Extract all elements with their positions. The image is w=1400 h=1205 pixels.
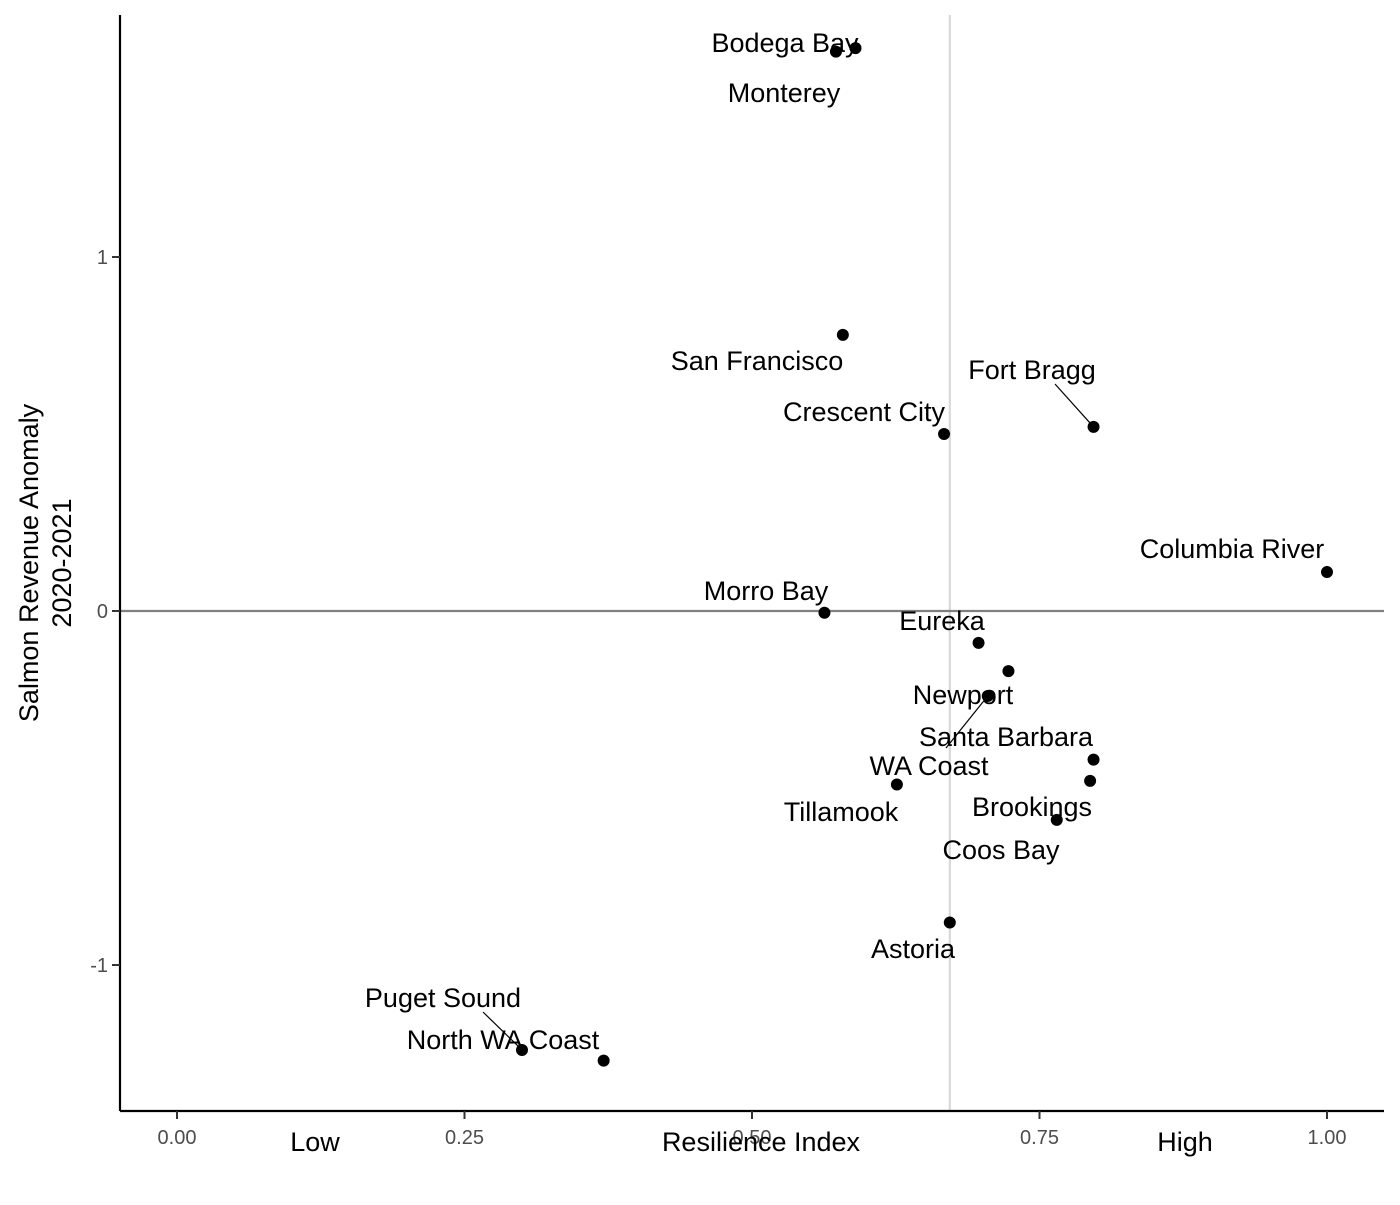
label-leader-lines bbox=[482, 383, 1094, 1051]
point-label: Santa Barbara bbox=[919, 722, 1094, 752]
x-axis-title: Resilience Index bbox=[662, 1127, 861, 1157]
data-point bbox=[516, 1043, 528, 1056]
point-label: Astoria bbox=[871, 934, 956, 964]
x-axis-high-label: High bbox=[1157, 1127, 1213, 1157]
data-point bbox=[972, 636, 985, 649]
point-label: Tillamook bbox=[784, 797, 899, 827]
point-label: North WA Coast bbox=[407, 1025, 600, 1055]
x-tick-label: 0.75 bbox=[1020, 1127, 1059, 1149]
data-point bbox=[1087, 420, 1100, 433]
point-label: Columbia River bbox=[1140, 534, 1325, 564]
point-label: Bodega Bay bbox=[711, 28, 859, 58]
data-point bbox=[836, 328, 849, 341]
label-leader-line bbox=[482, 1011, 523, 1051]
point-label: WA Coast bbox=[869, 751, 989, 781]
data-point bbox=[818, 606, 831, 619]
point-labels: Bodega Bay Monterey San Francisco Crescent … bbox=[365, 28, 1324, 1055]
y-axis-title-line-2: 2020-2021 bbox=[47, 498, 77, 627]
data-point bbox=[1084, 774, 1097, 787]
y-tick-label: -1 bbox=[90, 955, 108, 977]
point-label: Brookings bbox=[972, 792, 1092, 822]
point-label: Newport bbox=[913, 680, 1014, 710]
data-point bbox=[1321, 566, 1333, 579]
point-label: Puget Sound bbox=[365, 983, 521, 1013]
point-label: San Francisco bbox=[671, 346, 844, 376]
x-tick-label: 0.00 bbox=[158, 1127, 197, 1149]
point-label: Crescent City bbox=[783, 397, 946, 427]
label-leader-line bbox=[945, 695, 989, 749]
axes: 0.00 0.25 0.50 0.75 1.00 1 0 -1 bbox=[90, 15, 1384, 1149]
data-point bbox=[890, 778, 903, 791]
x-tick-label: 0.50 bbox=[733, 1127, 772, 1149]
data-point bbox=[597, 1054, 610, 1067]
data-point bbox=[938, 428, 951, 440]
x-axis-low-label: Low bbox=[290, 1127, 340, 1157]
point-label: Eureka bbox=[899, 606, 986, 636]
y-axis-title-line-1: Salmon Revenue Anomaly bbox=[14, 403, 44, 722]
y-tick-label: 0 bbox=[97, 601, 108, 623]
label-leader-line bbox=[1054, 383, 1094, 428]
y-axis-title: Salmon Revenue Anomaly 2020-2021 bbox=[14, 403, 77, 722]
data-point bbox=[1087, 753, 1100, 766]
data-point bbox=[829, 45, 842, 58]
point-label: Monterey bbox=[728, 78, 841, 108]
data-point bbox=[943, 916, 956, 929]
data-point bbox=[1050, 813, 1063, 826]
point-label: Morro Bay bbox=[704, 576, 829, 606]
y-tick-label: 1 bbox=[97, 247, 108, 269]
data-point bbox=[849, 42, 862, 55]
data-points bbox=[516, 42, 1333, 1067]
x-tick-label: 1.00 bbox=[1308, 1127, 1347, 1149]
data-point bbox=[981, 689, 994, 702]
data-point bbox=[1002, 665, 1015, 678]
point-label: Coos Bay bbox=[942, 835, 1060, 865]
x-tick-label: 0.25 bbox=[445, 1127, 484, 1149]
point-label: Fort Bragg bbox=[968, 355, 1096, 385]
